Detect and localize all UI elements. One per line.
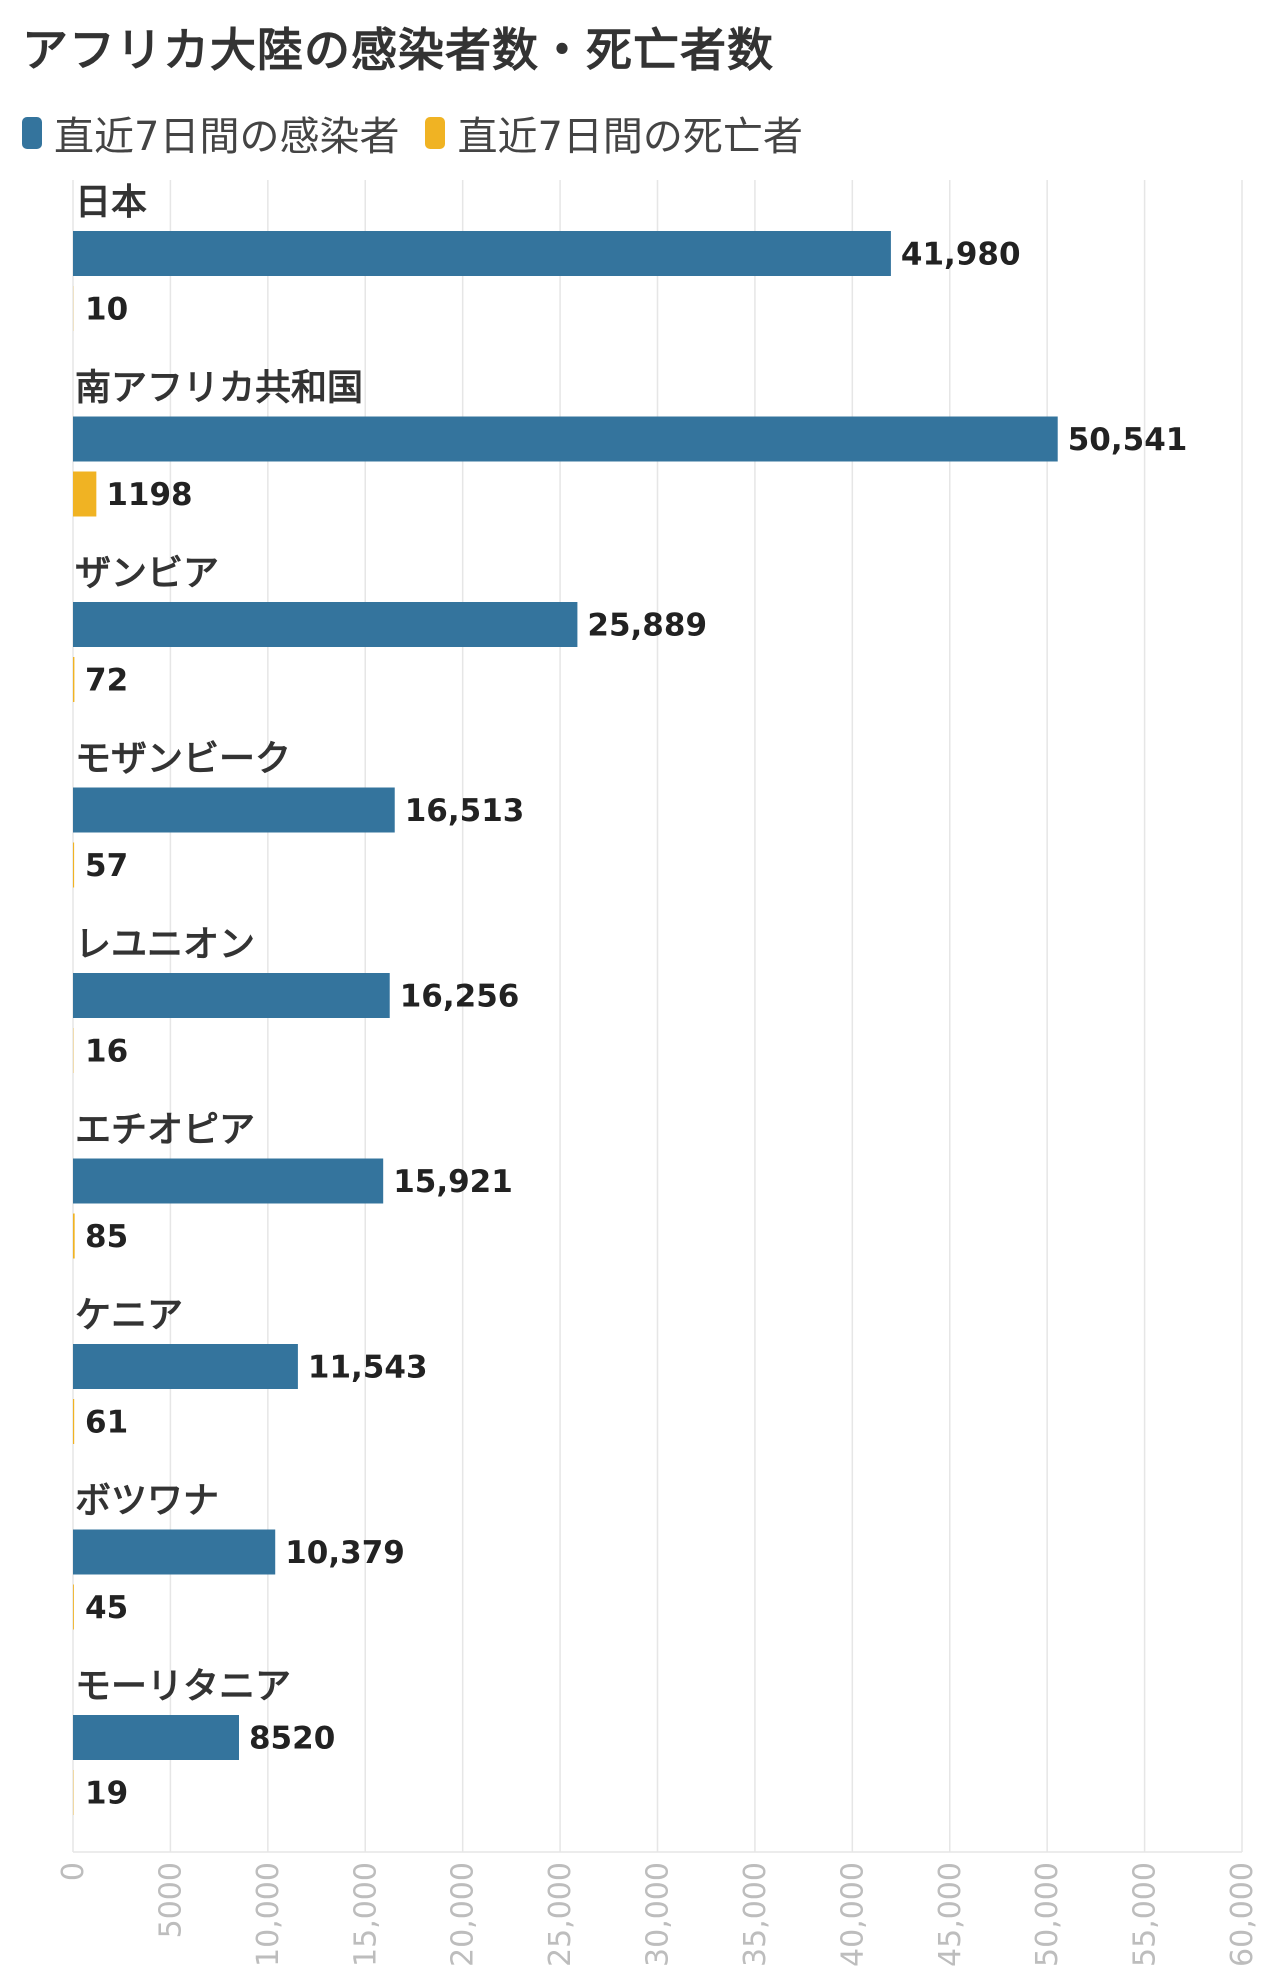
x-tick-label-8: 40,000 bbox=[835, 1862, 870, 1967]
category-label-7: ボツワナ bbox=[75, 1481, 219, 1522]
legend-label-deaths: 直近7日間の死亡者 bbox=[457, 114, 803, 160]
bar-deaths-1 bbox=[73, 471, 97, 517]
x-tick-label-5: 25,000 bbox=[543, 1862, 578, 1967]
x-tick-label-1: 5000 bbox=[153, 1862, 188, 1938]
legend-swatch-deaths bbox=[425, 117, 446, 149]
value-label-infections-1: 50,541 bbox=[1068, 422, 1188, 458]
value-label-deaths-0: 10 bbox=[85, 292, 128, 328]
value-label-deaths-8: 19 bbox=[85, 1776, 128, 1812]
chart-title: アフリカ大陸の感染者数・死亡者数 bbox=[22, 23, 774, 77]
value-label-deaths-1: 1198 bbox=[106, 477, 192, 513]
bar-chart: 0 5000 10,000 15,000 20,000 25,000 30,000 35,00… bbox=[56, 180, 1260, 1967]
x-tick-label-7: 35,000 bbox=[738, 1862, 773, 1967]
legend: 直近7日間の感染者 直近7日間の死亡者 bbox=[22, 104, 829, 162]
bar-deaths-7 bbox=[73, 1584, 74, 1630]
legend-swatch-infections bbox=[22, 117, 42, 149]
value-label-infections-5: 15,921 bbox=[393, 1164, 513, 1200]
bar-deaths-6 bbox=[73, 1399, 75, 1444]
value-label-deaths-3: 57 bbox=[85, 848, 128, 884]
bar-infections-8 bbox=[73, 1715, 239, 1760]
category-label-1: 南アフリカ共和国 bbox=[75, 368, 363, 409]
category-label-8: モーリタニア bbox=[75, 1666, 291, 1707]
category-label-0: 日本 bbox=[75, 182, 147, 223]
x-tick-label-0: 0 bbox=[56, 1862, 91, 1881]
category-label-3: モザンビーク bbox=[75, 739, 291, 780]
value-label-infections-6: 11,543 bbox=[308, 1350, 428, 1386]
value-label-infections-8: 8520 bbox=[249, 1721, 335, 1757]
legend-label-infections: 直近7日間の感染者 bbox=[54, 114, 400, 160]
x-tick-label-4: 20,000 bbox=[446, 1862, 481, 1967]
x-tick-label-10: 50,000 bbox=[1030, 1862, 1065, 1967]
x-tick-label-3: 15,000 bbox=[348, 1862, 383, 1967]
value-label-deaths-4: 16 bbox=[85, 1034, 128, 1070]
x-tick-label-12: 60,000 bbox=[1225, 1862, 1260, 1967]
bar-deaths-3 bbox=[73, 842, 75, 888]
x-tick-label-9: 45,000 bbox=[933, 1862, 968, 1967]
category-label-2: ザンビア bbox=[75, 553, 219, 594]
value-label-deaths-2: 72 bbox=[85, 663, 128, 699]
value-label-infections-3: 16,513 bbox=[405, 793, 525, 829]
value-label-infections-2: 25,889 bbox=[587, 608, 707, 644]
bar-infections-1 bbox=[73, 416, 1058, 462]
bar-infections-3 bbox=[73, 787, 395, 833]
x-tick-label-6: 30,000 bbox=[641, 1862, 676, 1967]
bar-deaths-5 bbox=[73, 1213, 75, 1259]
bar-infections-5 bbox=[73, 1158, 384, 1204]
bar-infections-2 bbox=[73, 602, 578, 647]
value-label-deaths-5: 85 bbox=[85, 1219, 128, 1255]
value-label-deaths-7: 45 bbox=[85, 1590, 128, 1626]
category-label-5: エチオピア bbox=[75, 1110, 255, 1151]
bar-infections-0 bbox=[73, 231, 891, 276]
value-label-infections-4: 16,256 bbox=[400, 979, 520, 1015]
legend-item-deaths: 直近7日間の死亡者 bbox=[425, 104, 803, 162]
value-label-infections-0: 41,980 bbox=[901, 237, 1021, 273]
value-label-infections-7: 10,379 bbox=[285, 1535, 405, 1571]
bar-infections-7 bbox=[73, 1529, 276, 1575]
bar-infections-6 bbox=[73, 1344, 298, 1389]
x-tick-label-2: 10,000 bbox=[251, 1862, 286, 1967]
category-label-6: ケニア bbox=[75, 1295, 183, 1336]
x-tick-label-11: 55,000 bbox=[1128, 1862, 1163, 1967]
bar-infections-4 bbox=[73, 973, 390, 1018]
value-label-deaths-6: 61 bbox=[85, 1405, 128, 1441]
category-label-4: レユニオン bbox=[75, 924, 255, 965]
bar-deaths-2 bbox=[73, 657, 75, 702]
legend-item-infections: 直近7日間の感染者 bbox=[22, 104, 399, 162]
